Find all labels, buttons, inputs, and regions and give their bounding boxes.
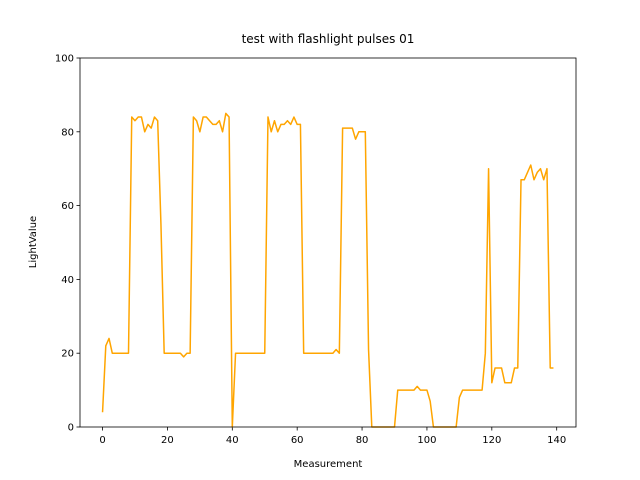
x-tick-label: 100 <box>417 435 436 446</box>
plot-frame <box>79 57 577 428</box>
data-line <box>101 112 554 428</box>
y-tick-label: 80 <box>61 127 74 138</box>
x-tick-label: 140 <box>547 435 566 446</box>
y-tick-label: 100 <box>55 54 74 65</box>
y-tick-label: 60 <box>61 201 74 212</box>
x-tick-label: 120 <box>482 435 501 446</box>
y-tick-label: 0 <box>68 423 74 434</box>
x-axis-label: Measurement <box>294 459 363 470</box>
x-tick-label: 60 <box>291 435 304 446</box>
y-tick-label: 40 <box>61 275 74 286</box>
y-axis-label: LightValue <box>28 216 39 268</box>
x-tick-label: 0 <box>99 435 105 446</box>
x-tick-label: 40 <box>226 435 239 446</box>
x-tick-label: 80 <box>356 435 369 446</box>
x-tick-label: 20 <box>161 435 174 446</box>
y-tick-label: 20 <box>61 349 74 360</box>
chart-title: test with flashlight pulses 01 <box>242 32 415 46</box>
